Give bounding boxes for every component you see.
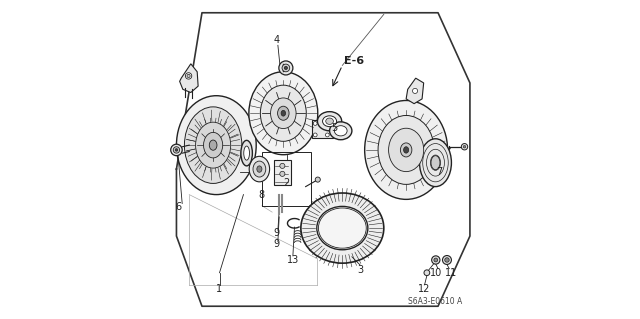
Circle shape	[413, 88, 418, 93]
Ellipse shape	[204, 132, 223, 158]
Ellipse shape	[365, 100, 447, 199]
Ellipse shape	[378, 115, 434, 184]
Ellipse shape	[271, 98, 296, 129]
Circle shape	[171, 144, 182, 156]
Ellipse shape	[317, 206, 368, 250]
Text: 1: 1	[216, 284, 223, 294]
Text: 4: 4	[274, 35, 280, 45]
Circle shape	[434, 258, 438, 262]
Ellipse shape	[319, 208, 366, 248]
Text: 12: 12	[417, 284, 430, 294]
Ellipse shape	[249, 156, 269, 182]
Circle shape	[175, 149, 178, 151]
Ellipse shape	[177, 96, 256, 195]
Text: 8: 8	[258, 189, 264, 200]
Text: 13: 13	[287, 255, 299, 265]
Text: 9: 9	[274, 228, 280, 238]
Circle shape	[279, 61, 293, 75]
Ellipse shape	[281, 110, 285, 116]
Ellipse shape	[249, 72, 318, 155]
Circle shape	[325, 133, 329, 137]
Bar	[274, 160, 291, 185]
Ellipse shape	[330, 122, 352, 140]
Ellipse shape	[431, 156, 440, 170]
Ellipse shape	[323, 116, 337, 127]
Circle shape	[463, 145, 466, 148]
Ellipse shape	[196, 122, 230, 168]
Bar	[312, 120, 333, 138]
Ellipse shape	[241, 140, 252, 166]
Ellipse shape	[334, 126, 347, 136]
Circle shape	[284, 66, 287, 70]
Circle shape	[173, 147, 180, 153]
Ellipse shape	[278, 106, 289, 120]
Circle shape	[442, 256, 451, 264]
Circle shape	[186, 73, 192, 79]
Circle shape	[445, 258, 449, 262]
Ellipse shape	[301, 193, 384, 263]
Ellipse shape	[326, 118, 333, 124]
Ellipse shape	[260, 85, 307, 141]
Circle shape	[316, 177, 320, 182]
Ellipse shape	[209, 140, 217, 150]
Circle shape	[461, 144, 468, 150]
Ellipse shape	[404, 147, 409, 153]
Circle shape	[431, 256, 440, 264]
Text: 9: 9	[274, 239, 280, 249]
Circle shape	[314, 122, 317, 125]
Circle shape	[187, 74, 190, 78]
Circle shape	[325, 122, 329, 125]
Text: 6: 6	[175, 202, 181, 212]
Text: 2: 2	[284, 178, 290, 189]
Ellipse shape	[244, 146, 250, 160]
Bar	[262, 152, 312, 206]
Ellipse shape	[257, 166, 262, 172]
Circle shape	[282, 64, 290, 72]
Ellipse shape	[253, 161, 266, 177]
Circle shape	[314, 133, 317, 137]
Text: 3: 3	[357, 264, 363, 275]
Circle shape	[280, 163, 285, 168]
Ellipse shape	[317, 112, 342, 131]
Text: 7: 7	[436, 167, 443, 177]
Circle shape	[280, 171, 285, 176]
Text: S6A3-E0610 A: S6A3-E0610 A	[408, 297, 462, 306]
Ellipse shape	[420, 139, 451, 187]
Text: 11: 11	[445, 268, 457, 278]
Text: E-6: E-6	[344, 56, 364, 66]
Polygon shape	[180, 64, 198, 93]
Polygon shape	[406, 78, 424, 104]
Ellipse shape	[388, 128, 424, 172]
Ellipse shape	[401, 143, 412, 157]
Text: 10: 10	[430, 268, 443, 278]
Ellipse shape	[184, 107, 242, 183]
Text: 5: 5	[332, 122, 337, 133]
Circle shape	[424, 270, 429, 276]
